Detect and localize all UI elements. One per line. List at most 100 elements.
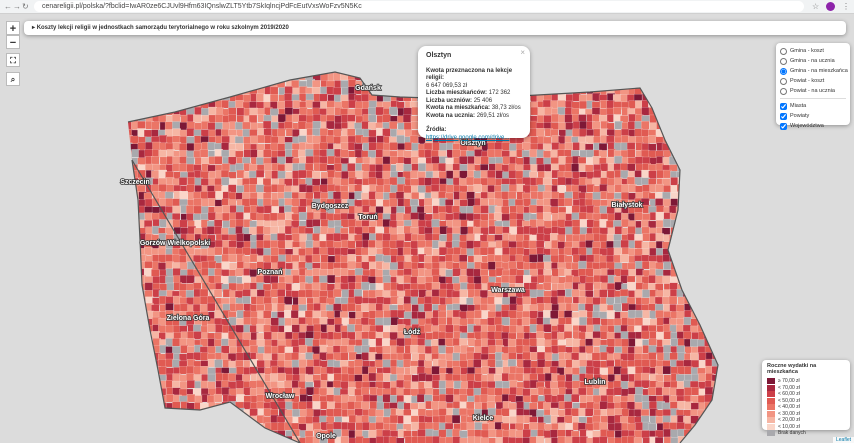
region-cell bbox=[354, 359, 363, 368]
region-cell bbox=[128, 233, 132, 242]
region-cell bbox=[648, 401, 658, 410]
region-cell bbox=[194, 72, 203, 81]
layer-option[interactable]: Powiat - koszt bbox=[780, 76, 846, 86]
region-cell bbox=[423, 246, 433, 256]
layer-option[interactable]: Powiaty bbox=[780, 111, 846, 121]
region-cell bbox=[698, 156, 708, 166]
radio-button[interactable] bbox=[780, 67, 787, 75]
region-cell bbox=[514, 373, 524, 382]
radio-button[interactable] bbox=[780, 87, 787, 95]
region-cell bbox=[508, 310, 518, 319]
layer-option[interactable]: Gmina - na mieszkańca bbox=[780, 66, 848, 76]
region-cell bbox=[200, 415, 209, 424]
region-cell bbox=[277, 372, 286, 382]
region-cell bbox=[459, 156, 468, 165]
region-cell bbox=[201, 73, 211, 82]
checkbox[interactable] bbox=[780, 112, 787, 120]
region-cell bbox=[145, 436, 154, 443]
radio-button[interactable] bbox=[780, 77, 787, 85]
region-cell bbox=[152, 415, 161, 424]
region-cell bbox=[299, 107, 308, 116]
forward-button[interactable]: → bbox=[13, 2, 21, 11]
region-cell bbox=[705, 297, 715, 306]
layer-option[interactable]: Gmina - koszt bbox=[780, 46, 846, 56]
region-cell bbox=[690, 142, 699, 151]
region-cell bbox=[635, 422, 644, 431]
layer-option[interactable]: Województwa bbox=[780, 121, 846, 131]
layer-label: Gmina - koszt bbox=[790, 48, 824, 54]
region-cell bbox=[690, 93, 699, 102]
region-cell bbox=[494, 316, 503, 326]
fullscreen-button[interactable]: ⛶ bbox=[6, 53, 20, 67]
region-cell bbox=[157, 407, 167, 417]
radio-button[interactable] bbox=[780, 47, 787, 55]
region-cell bbox=[509, 379, 518, 389]
search-button[interactable]: ⌕ bbox=[6, 72, 20, 86]
layer-option[interactable]: Miasta bbox=[780, 101, 846, 111]
region-cell bbox=[683, 101, 692, 110]
popup-close[interactable]: × bbox=[520, 48, 525, 57]
region-cell bbox=[697, 128, 706, 137]
region-cell bbox=[536, 72, 545, 75]
reload-button[interactable]: ↻ bbox=[22, 2, 29, 11]
header[interactable]: ▸ Koszty lekcji religii w jednostkach sa… bbox=[24, 21, 846, 35]
region-cell bbox=[326, 408, 335, 418]
region-cell bbox=[452, 436, 461, 443]
region-cell bbox=[128, 226, 132, 235]
map[interactable]: GdańskOlsztynSzczecinBiałystokBydgoszczT… bbox=[0, 14, 854, 443]
region-cell bbox=[507, 191, 517, 200]
region-cell bbox=[179, 190, 188, 200]
layer-option[interactable]: Gmina - na ucznia bbox=[780, 56, 846, 66]
region-cell bbox=[332, 191, 342, 200]
region-cell bbox=[676, 218, 686, 228]
region-cell bbox=[319, 142, 328, 151]
region-cell bbox=[599, 72, 608, 81]
region-cell bbox=[711, 332, 718, 341]
address-bar[interactable]: cenareligii.pl/polska/?fbclid=IwAR0ze6CJ… bbox=[34, 1, 804, 12]
region-cell bbox=[509, 325, 518, 334]
checkbox[interactable] bbox=[780, 122, 787, 130]
checkbox[interactable] bbox=[780, 102, 787, 110]
region-cell bbox=[416, 394, 426, 403]
region-cell bbox=[208, 414, 218, 424]
region-cell bbox=[501, 183, 510, 193]
region-cell bbox=[704, 225, 714, 235]
zoom-out[interactable]: − bbox=[6, 35, 20, 49]
bookmark-star[interactable]: ☆ bbox=[812, 2, 820, 11]
zoom-in[interactable]: + bbox=[6, 21, 20, 35]
layer-option[interactable]: Powiat - na ucznia bbox=[780, 86, 846, 96]
region-cell bbox=[417, 345, 426, 354]
profile-avatar[interactable] bbox=[826, 2, 835, 11]
region-cell bbox=[719, 144, 727, 152]
menu-button[interactable]: ⋮ bbox=[842, 2, 850, 11]
region-cell bbox=[655, 220, 665, 229]
region-cell bbox=[243, 80, 252, 89]
attribution[interactable]: Leaflet bbox=[832, 437, 854, 443]
back-button[interactable]: ← bbox=[4, 2, 12, 11]
region-cell bbox=[599, 436, 608, 443]
region-cell bbox=[466, 373, 475, 382]
region-cell bbox=[396, 437, 405, 443]
source-link[interactable]: https://drive.google.com/drive... bbox=[426, 134, 510, 141]
region-cell bbox=[354, 108, 363, 117]
layer-label: Powiat - na ucznia bbox=[790, 88, 835, 94]
region-cell bbox=[473, 359, 482, 368]
popup-label: Kwota przeznaczona na lekcje religii: bbox=[426, 67, 513, 82]
region-cell bbox=[719, 177, 727, 185]
region-cell bbox=[340, 436, 349, 443]
region-cell bbox=[720, 107, 728, 115]
region-cell bbox=[138, 107, 147, 116]
region-cell bbox=[375, 233, 384, 242]
region-cell bbox=[137, 310, 147, 319]
radio-button[interactable] bbox=[780, 57, 787, 65]
region-cell bbox=[720, 94, 728, 102]
region-cell bbox=[453, 247, 462, 256]
region-cell bbox=[257, 134, 266, 144]
region-cell bbox=[178, 177, 188, 186]
region-cell bbox=[249, 408, 258, 417]
region-cell bbox=[473, 296, 482, 306]
region-cell bbox=[599, 80, 609, 89]
region-cell bbox=[151, 121, 160, 130]
region-cell bbox=[691, 72, 701, 75]
